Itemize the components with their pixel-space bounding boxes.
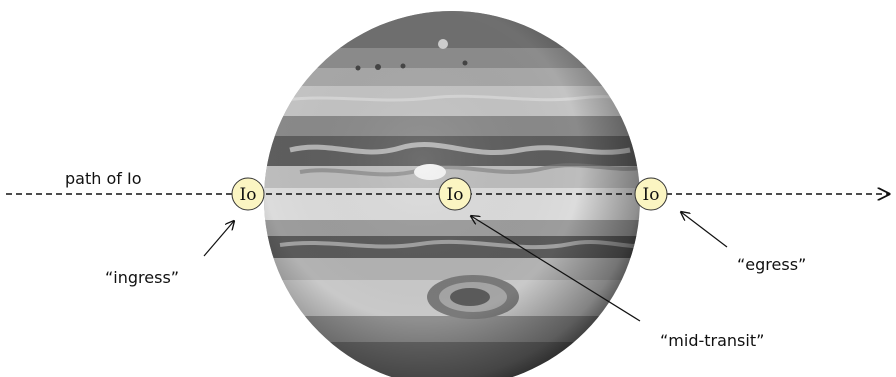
mid-transit-arrow (471, 216, 641, 322)
ingress-label: “ingress” (105, 268, 179, 287)
egress-label: “egress” (737, 255, 806, 274)
mid-transit-label: “mid-transit” (660, 331, 764, 350)
egress-arrow (681, 212, 728, 248)
path-of-io-label: path of Io (65, 169, 141, 188)
io-moon-ingress: Io (231, 177, 265, 211)
io-moon-mid-transit: Io (438, 177, 472, 211)
io-moon-egress-label: Io (643, 185, 660, 205)
ingress-arrow (203, 221, 234, 257)
io-moon-mid-transit-label: Io (447, 185, 464, 205)
io-moon-ingress-label: Io (240, 185, 257, 205)
io-moon-egress: Io (634, 177, 668, 211)
